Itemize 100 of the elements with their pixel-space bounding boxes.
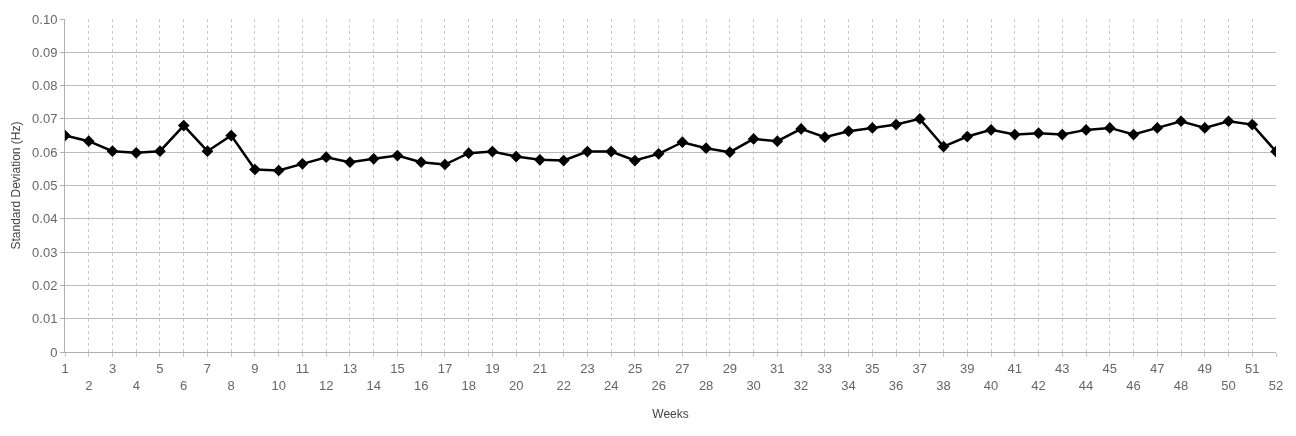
x-tick-label: 27: [675, 360, 690, 376]
x-tick-label: 18: [461, 377, 476, 393]
point: [724, 146, 736, 159]
point: [1103, 122, 1116, 134]
x-tick-label: 8: [227, 377, 235, 393]
point: [272, 164, 285, 177]
point: [1198, 122, 1211, 134]
point: [913, 113, 926, 125]
y-tick-label: 0.02: [32, 277, 58, 293]
x-tick-label: 28: [698, 377, 714, 393]
point: [747, 133, 760, 145]
y-tick-label: 0.01: [32, 311, 58, 327]
x-tick-label: 51: [1245, 360, 1260, 376]
x-tick-label: 24: [603, 377, 619, 393]
point: [795, 123, 807, 135]
point: [581, 145, 594, 158]
x-tick-label: 15: [390, 360, 405, 376]
point: [961, 130, 974, 143]
x-tick-label: 13: [342, 360, 358, 376]
x-tick-label: 17: [437, 360, 453, 376]
point: [296, 158, 309, 170]
y-tick-label: 0: [50, 344, 58, 360]
x-tick-label: 38: [936, 377, 951, 393]
x-tick-label: 29: [722, 360, 738, 376]
point: [937, 140, 950, 153]
y-tick-label: 0.04: [32, 211, 58, 227]
point: [890, 118, 902, 131]
point: [510, 150, 523, 163]
point: [225, 129, 238, 142]
point: [557, 154, 570, 167]
y-tick-label: 0.07: [32, 111, 58, 127]
x-tick-label: 22: [556, 377, 571, 393]
point: [985, 124, 997, 136]
point: [415, 156, 428, 169]
point: [676, 136, 689, 149]
x-tick-label: 4: [132, 377, 140, 393]
point: [818, 131, 831, 144]
x-tick-label: 11: [295, 360, 310, 376]
x-tick-label: 23: [580, 360, 595, 376]
point: [1151, 122, 1164, 134]
x-tick-label: 26: [651, 377, 666, 393]
point: [320, 151, 333, 164]
point: [344, 156, 356, 169]
y-tick-label: 0.10: [32, 11, 58, 27]
x-tick-label: 5: [156, 360, 164, 376]
point: [866, 122, 879, 134]
x-tick-label: 42: [1031, 377, 1046, 393]
point: [201, 145, 214, 158]
y-tick-label: 0.06: [32, 144, 58, 160]
x-tick-label: 6: [180, 377, 188, 393]
x-tick-label: 21: [532, 360, 548, 376]
point: [1222, 115, 1235, 128]
y-tick-label: 0.05: [32, 178, 58, 194]
point: [1080, 124, 1092, 136]
x-tick-label: 50: [1221, 377, 1236, 393]
y-tick-label: 0.09: [32, 44, 58, 60]
x-tick-label: 39: [960, 360, 975, 376]
point: [1175, 115, 1187, 128]
x-tick-label: 30: [746, 377, 761, 393]
point: [700, 142, 712, 155]
x-tick-label: 10: [271, 377, 286, 393]
x-tick-label: 3: [108, 360, 117, 376]
x-tick-label: 35: [865, 360, 880, 376]
point: [629, 154, 641, 167]
x-tick-label: 36: [888, 377, 904, 393]
x-axis-title: Weeks: [652, 407, 689, 422]
x-tick-label: 9: [251, 360, 259, 376]
point: [1032, 127, 1045, 140]
x-tick-label: 45: [1102, 360, 1118, 376]
point: [1246, 118, 1259, 131]
x-tick-label: 43: [1055, 360, 1070, 376]
point: [652, 148, 665, 160]
x-tick-label: 20: [508, 377, 524, 393]
x-tick-label: 16: [413, 377, 429, 393]
point: [486, 145, 499, 158]
point: [1056, 128, 1069, 141]
point: [106, 145, 119, 158]
x-tick-label: 19: [485, 360, 500, 376]
x-tick-label: 7: [203, 360, 212, 376]
x-tick-label: 48: [1173, 377, 1189, 393]
point: [249, 163, 261, 176]
point: [1127, 128, 1140, 141]
y-tick-label: 0.03: [32, 244, 58, 260]
point: [605, 145, 617, 158]
x-tick-label: 33: [817, 360, 833, 376]
x-tick-label: 49: [1197, 360, 1212, 376]
x-tick-label: 40: [983, 377, 999, 393]
x-tick-label: 37: [912, 360, 928, 376]
point: [439, 158, 451, 171]
x-tick-label: 41: [1007, 360, 1023, 376]
x-tick-label: 52: [1268, 377, 1284, 393]
x-tick-label: 14: [366, 377, 381, 393]
y-tick-label: 0.08: [32, 78, 58, 94]
point: [130, 147, 143, 159]
x-tick-label: 44: [1078, 377, 1094, 393]
point: [367, 153, 380, 165]
x-tick-label: 34: [841, 377, 856, 393]
point: [1008, 128, 1021, 141]
point: [842, 125, 855, 138]
x-tick-label: 1: [61, 360, 69, 376]
